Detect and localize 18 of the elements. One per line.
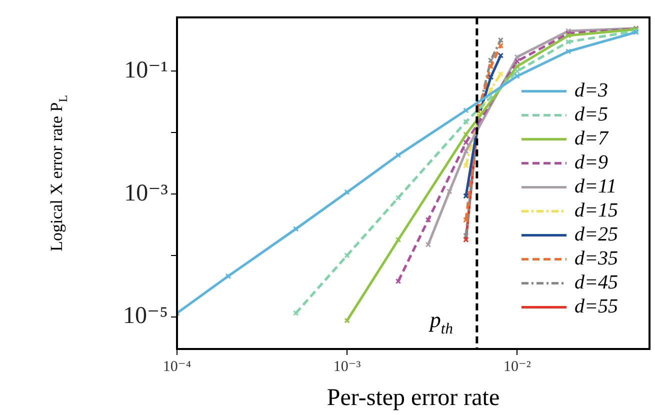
y-axis-title: Logical X error rate PL [47, 94, 70, 252]
legend-label: d=5 [574, 103, 608, 126]
y-tick-label: 10⁻¹ [124, 57, 168, 84]
x-tick-label: 10⁻³ [333, 358, 362, 375]
legend-label: d=3 [574, 79, 608, 102]
legend-label: d=25 [574, 223, 618, 246]
legend-label: d=55 [574, 295, 618, 318]
legend-label: d=7 [574, 127, 609, 150]
y-tick-label: 10⁻⁵ [122, 303, 168, 330]
legend-label: d=11 [574, 175, 617, 198]
legend-label: d=35 [574, 247, 618, 270]
x-axis-title: Per-step error rate [326, 385, 500, 411]
y-tick-label: 10⁻³ [124, 180, 168, 206]
x-tick-label: 10⁻⁴ [162, 358, 192, 375]
legend-label: d=45 [574, 271, 618, 294]
legend-label: d=15 [574, 199, 618, 222]
legend-label: d=9 [574, 151, 608, 174]
x-tick-label: 10⁻² [503, 358, 532, 375]
